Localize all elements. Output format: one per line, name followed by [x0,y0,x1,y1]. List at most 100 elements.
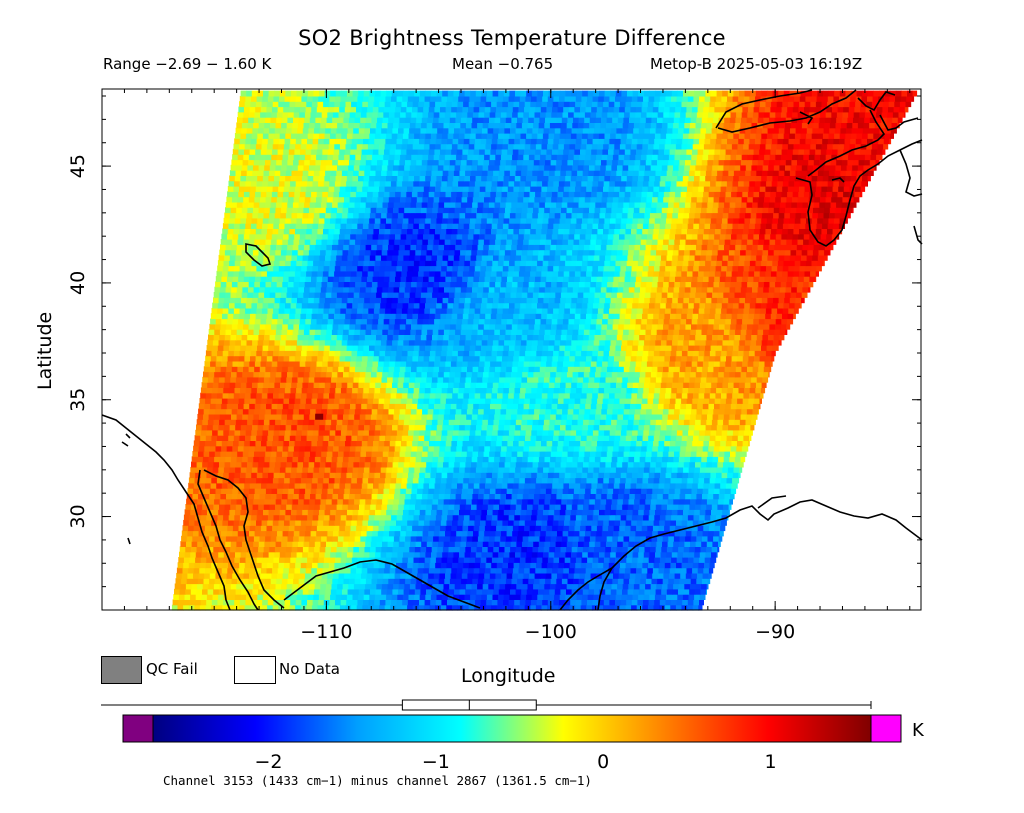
heatmap-cell [247,541,254,547]
heatmap-cell [598,429,605,436]
heatmap-cell [307,594,314,600]
heatmap-cell [477,456,484,463]
heatmap-cell [256,599,263,606]
heatmap-cell [301,392,308,399]
heatmap-cell [419,345,426,351]
heatmap-cell [426,376,433,383]
heatmap-cell [521,504,528,510]
heatmap-cell [266,403,273,410]
heatmap-cell [235,466,242,473]
heatmap-cell [618,408,625,415]
heatmap-cell [201,382,208,388]
heatmap-cell [283,525,290,532]
heatmap-cell [554,594,561,600]
heatmap-cell [480,514,487,521]
heatmap-cell [248,493,255,500]
heatmap-cell [242,541,249,547]
heatmap-cell [594,419,601,426]
heatmap-cell [574,482,581,489]
heatmap-cell [409,419,416,426]
heatmap-cell [561,456,568,463]
heatmap-cell [431,424,438,431]
heatmap-cell [375,546,382,553]
heatmap-cell [494,451,501,457]
heatmap-cell [613,525,620,532]
heatmap-cell [471,583,478,590]
heatmap-cell [602,525,609,532]
heatmap-cell [727,387,734,394]
heatmap-cell [506,451,513,457]
heatmap-cell [595,535,602,542]
heatmap-cell [257,594,264,600]
heatmap-cell [536,350,543,357]
heatmap-cell [678,546,685,553]
heatmap-cell [405,445,413,452]
heatmap-cell [643,514,650,521]
heatmap-cell [439,572,446,579]
heatmap-cell [323,477,330,484]
heatmap-cell [463,350,470,357]
heatmap-cell [215,366,222,373]
heatmap-cell [453,466,460,473]
heatmap-cell [293,535,300,542]
heatmap-cell [443,583,450,590]
heatmap-cell [360,578,367,585]
heatmap-cell [649,424,656,431]
heatmap-cell [614,477,621,484]
heatmap-cell [327,360,334,367]
heatmap-cell [757,371,764,378]
heatmap-cell [251,472,258,479]
heatmap-cell [506,530,513,537]
heatmap-cell [552,440,559,447]
heatmap-cell [314,588,321,595]
heatmap-cell [603,562,610,569]
heatmap-cell [734,419,741,426]
heatmap-cell [356,519,363,526]
heatmap-cell [322,440,329,447]
heatmap-cell [308,504,315,510]
heatmap-cell [599,419,607,426]
heatmap-cell [420,424,427,431]
heatmap-cell [669,488,676,494]
heatmap-cell [503,509,510,516]
heatmap-cell [618,366,625,373]
heatmap-cell [588,504,595,510]
heatmap-cell [487,509,494,516]
heatmap-cell [653,398,660,404]
heatmap-cell [501,567,508,574]
heatmap-cell [665,345,672,351]
heatmap-cell [646,530,653,537]
heatmap-cell [361,572,368,579]
heatmap-cell [548,551,555,558]
heatmap-cell [396,392,403,399]
heatmap-cell [281,535,289,542]
heatmap-cell [369,594,376,600]
heatmap-cell [430,557,437,563]
heatmap-cell [421,541,428,547]
heatmap-cell [278,477,285,484]
heatmap-cell [692,440,699,447]
heatmap-cell [597,355,604,362]
heatmap-cell [440,519,447,526]
heatmap-cell [754,392,761,399]
heatmap-cell [691,488,698,494]
heatmap-cell [312,392,319,399]
heatmap-cell [686,567,693,574]
heatmap-cell [658,440,665,447]
heatmap-cell [738,472,741,479]
heatmap-cell [461,530,468,537]
heatmap-cell [718,541,721,547]
heatmap-cell [584,578,591,585]
heatmap-cell [248,451,255,457]
heatmap-cell [532,504,539,510]
heatmap-cell [283,604,291,611]
heatmap-cell [755,345,762,351]
heatmap-cell [739,461,744,468]
heatmap-cell [252,339,259,346]
heatmap-cell [423,482,430,489]
heatmap-cell [206,472,213,479]
heatmap-cell [283,440,290,447]
heatmap-cell [697,440,704,447]
heatmap-cell [671,551,678,558]
heatmap-cell [700,504,707,510]
